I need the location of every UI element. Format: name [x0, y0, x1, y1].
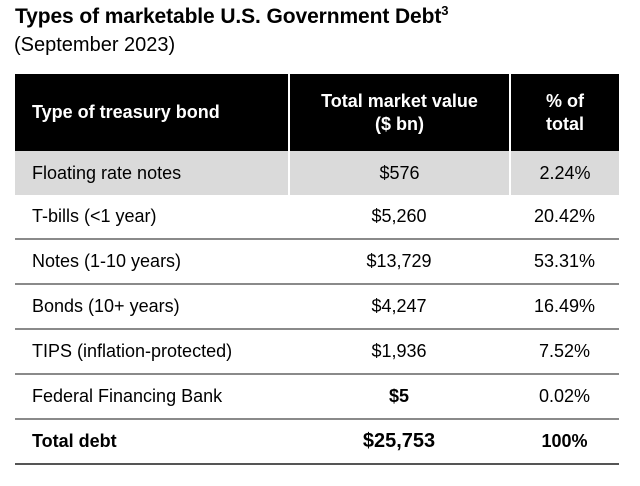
- table-total-row: Total debt $25,753 100%: [15, 420, 619, 465]
- treasury-debt-table: Type of treasury bond Total market value…: [15, 74, 619, 465]
- table-header-row: Type of treasury bond Total market value…: [15, 74, 619, 151]
- cell-value: $5,260: [371, 206, 427, 226]
- footnote-marker: 3: [441, 3, 449, 18]
- cell-value: $576: [288, 151, 511, 195]
- header-percent-total: % of total: [511, 74, 619, 151]
- header-percent-line2: total: [546, 113, 584, 134]
- cell-value: $13,729: [366, 251, 432, 271]
- table-row: TIPS (inflation-protected) $1,936 7.52%: [15, 330, 619, 375]
- cell-type: Bonds (10+ years): [32, 296, 180, 316]
- cell-value: $4,247: [371, 296, 427, 316]
- cell-type: Federal Financing Bank: [32, 386, 223, 406]
- table-row: Notes (1-10 years) $13,729 53.31%: [15, 240, 619, 285]
- header-market-value-line2: ($ bn): [374, 113, 424, 134]
- table-row: T-bills (<1 year) $5,260 20.42%: [15, 195, 619, 240]
- header-market-value: Total market value ($ bn): [288, 74, 511, 151]
- cell-type: TIPS (inflation-protected): [32, 341, 233, 361]
- header-market-value-line1: Total market value: [321, 90, 478, 111]
- cell-percent: 7.52%: [538, 341, 591, 361]
- table-row: Federal Financing Bank $5 0.02%: [15, 375, 619, 420]
- cell-type: T-bills (<1 year): [32, 206, 157, 226]
- total-label: Total debt: [32, 431, 117, 451]
- header-type: Type of treasury bond: [32, 102, 220, 122]
- table-subtitle: (September 2023): [14, 34, 176, 56]
- total-value: $25,753: [362, 430, 436, 452]
- total-percent: 100%: [541, 431, 588, 451]
- cell-percent: 2.24%: [539, 162, 591, 183]
- table-title: Types of marketable U.S. Government Debt…: [15, 3, 449, 29]
- title-text: Types of marketable U.S. Government Debt: [15, 5, 442, 28]
- table-row: Bonds (10+ years) $4,247 16.49%: [15, 285, 619, 330]
- cell-type: Floating rate notes: [32, 162, 182, 183]
- table-row: Floating rate notes $576 2.24%: [15, 151, 619, 195]
- header-percent-line1: % of: [546, 90, 584, 111]
- cell-percent: 53.31%: [533, 251, 596, 271]
- cell-percent: 20.42%: [533, 206, 596, 226]
- cell-percent: 16.49%: [533, 296, 596, 316]
- cell-type: Notes (1-10 years): [32, 251, 182, 271]
- cell-value: $1,936: [371, 341, 427, 361]
- cell-value: $5: [388, 386, 410, 406]
- cell-percent: 0.02%: [538, 386, 591, 406]
